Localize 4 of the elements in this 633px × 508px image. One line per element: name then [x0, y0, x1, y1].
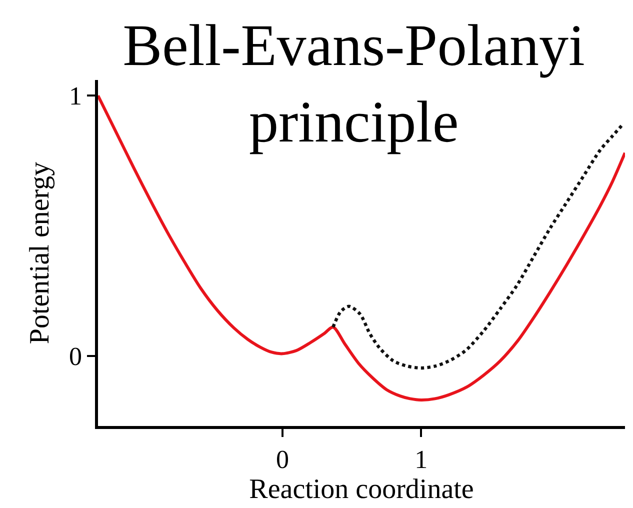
chart-title: Bell-Evans-Polanyi principle: [122, 12, 585, 155]
line-series: [98, 94, 625, 402]
x-axis-title: Reaction coordinate: [249, 474, 474, 506]
y-axis-title: Potential energy: [24, 162, 56, 344]
